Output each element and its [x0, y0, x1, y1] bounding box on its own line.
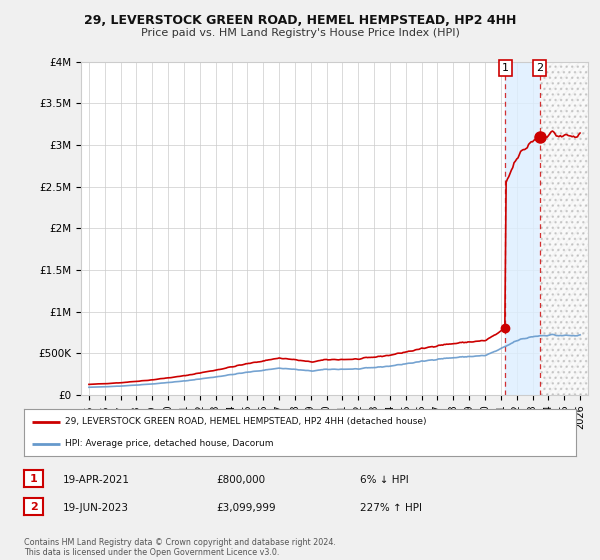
Text: Price paid vs. HM Land Registry's House Price Index (HPI): Price paid vs. HM Land Registry's House …: [140, 28, 460, 38]
Text: 227% ↑ HPI: 227% ↑ HPI: [360, 503, 422, 513]
Bar: [540, 62, 588, 395]
Text: 29, LEVERSTOCK GREEN ROAD, HEMEL HEMPSTEAD, HP2 4HH: 29, LEVERSTOCK GREEN ROAD, HEMEL HEMPSTE…: [84, 14, 516, 27]
Text: HPI: Average price, detached house, Dacorum: HPI: Average price, detached house, Daco…: [65, 439, 274, 448]
Text: 6% ↓ HPI: 6% ↓ HPI: [360, 475, 409, 485]
Bar: [505, 62, 540, 395]
Text: 2: 2: [30, 502, 37, 512]
Text: 1: 1: [30, 474, 37, 484]
Text: 29, LEVERSTOCK GREEN ROAD, HEMEL HEMPSTEAD, HP2 4HH (detached house): 29, LEVERSTOCK GREEN ROAD, HEMEL HEMPSTE…: [65, 417, 427, 426]
Text: £3,099,999: £3,099,999: [216, 503, 275, 513]
Text: £800,000: £800,000: [216, 475, 265, 485]
Bar: [540, 62, 588, 395]
Text: 19-JUN-2023: 19-JUN-2023: [63, 503, 129, 513]
Text: 1: 1: [502, 63, 509, 73]
Text: 2: 2: [536, 63, 544, 73]
Bar: [540, 62, 588, 395]
Text: Contains HM Land Registry data © Crown copyright and database right 2024.
This d: Contains HM Land Registry data © Crown c…: [24, 538, 336, 557]
Text: 19-APR-2021: 19-APR-2021: [63, 475, 130, 485]
